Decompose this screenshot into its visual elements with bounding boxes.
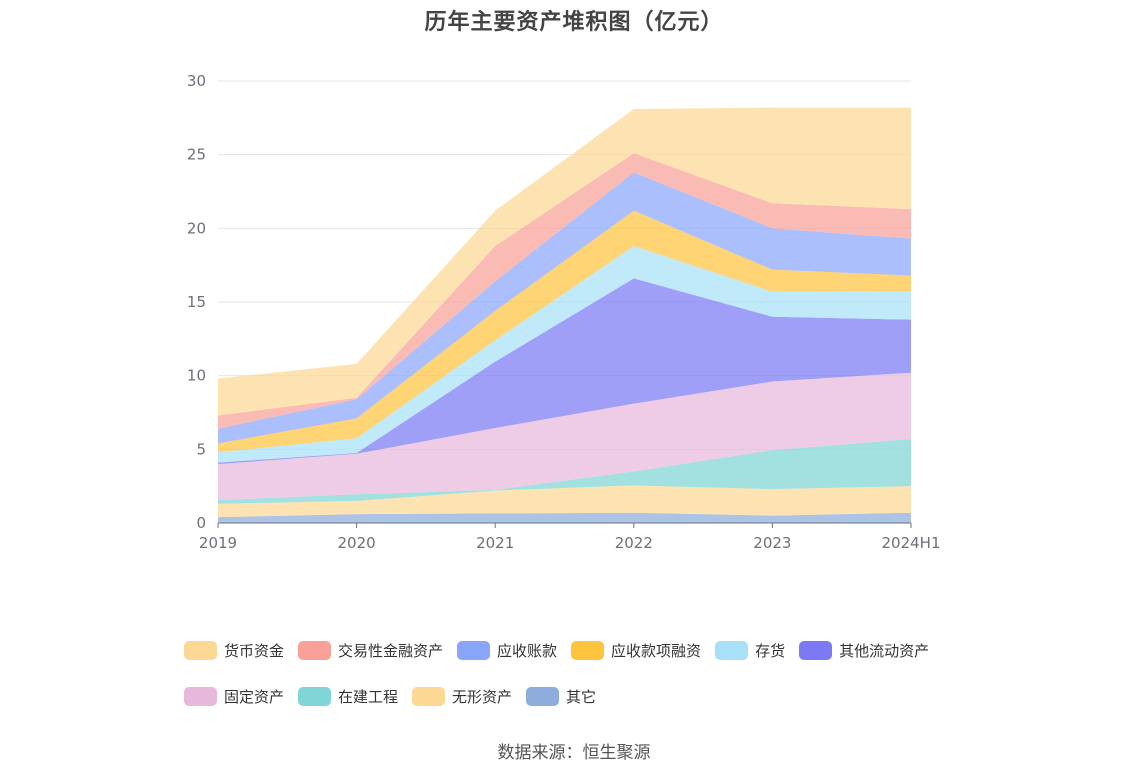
legend-item[interactable]: 应收账款	[457, 640, 557, 660]
y-tick-label: 25	[187, 146, 206, 164]
legend-label: 其它	[566, 687, 597, 706]
legend-label: 在建工程	[338, 687, 399, 706]
y-tick-label: 30	[187, 72, 206, 90]
legend-label: 存货	[755, 641, 786, 660]
legend-swatch	[571, 640, 605, 660]
legend-swatch	[715, 640, 749, 660]
area-series-0	[218, 512, 911, 523]
legend-item[interactable]: 固定资产	[184, 686, 284, 706]
x-tick-label: 2024H1	[882, 534, 941, 552]
y-tick-label: 10	[187, 367, 206, 385]
area-series-3	[218, 372, 911, 501]
y-tick-label: 20	[187, 219, 206, 237]
x-tick-label: 2023	[753, 534, 791, 552]
area-series-6	[218, 210, 911, 453]
area-series-8	[218, 153, 911, 429]
legend-item[interactable]: 其它	[526, 686, 596, 706]
area-series-4	[218, 278, 911, 465]
legend-label: 应收账款	[497, 641, 558, 660]
data-source: 数据来源：恒生聚源	[497, 743, 651, 763]
legend-item[interactable]: 应收款项融资	[571, 640, 701, 660]
legend-item[interactable]: 交易性金融资产	[298, 640, 443, 660]
area-series-7	[218, 172, 911, 444]
legend-swatch	[298, 640, 332, 660]
stacked-area-chart: 0 5 10 15 20 25 30 2019 2020 2021 2022 2023 2024H1	[187, 72, 941, 552]
legend-label: 无形资产	[452, 687, 513, 706]
axes: 0 5 10 15 20 25 30 2019 2020 2021 2022 2023 2024H1	[187, 72, 941, 552]
legend-swatch	[526, 686, 560, 706]
area-series	[218, 107, 911, 523]
legend-item[interactable]: 无形资产	[412, 686, 512, 706]
legend: 货币资金 交易性金融资产 应收账款 应收款项融资 存货 其他流动资产固定资产 在建工程 无形资…	[184, 640, 1004, 706]
legend-label: 其他流动资产	[839, 641, 930, 660]
legend-item[interactable]: 其他流动资产	[799, 640, 929, 660]
legend-label: 应收款项融资	[611, 641, 702, 660]
y-tick-label: 5	[196, 440, 206, 458]
area-series-5	[218, 246, 911, 463]
legend-label: 固定资产	[224, 687, 285, 706]
area-series-2	[218, 439, 911, 504]
legend-swatch	[184, 640, 217, 660]
legend-swatch	[298, 686, 332, 706]
x-tick-label: 2019	[199, 534, 237, 552]
legend-swatch	[457, 640, 491, 660]
area-series-9	[218, 107, 911, 416]
legend-item[interactable]: 存货	[715, 640, 785, 660]
y-tick-label: 15	[187, 293, 206, 311]
legend-item[interactable]: 在建工程	[298, 686, 398, 706]
legend-label: 交易性金融资产	[338, 641, 444, 660]
legend-swatch	[412, 686, 446, 706]
legend-item[interactable]: 货币资金	[184, 640, 284, 660]
x-tick-label: 2021	[476, 534, 514, 552]
legend-swatch	[184, 686, 217, 706]
chart-title: 历年主要资产堆积图（亿元）	[424, 10, 724, 35]
x-tick-label: 2022	[615, 534, 653, 552]
area-series-1	[218, 485, 911, 518]
legend-label: 货币资金	[224, 641, 285, 660]
legend-swatch	[799, 640, 833, 660]
y-tick-label: 0	[196, 514, 206, 532]
x-tick-label: 2020	[338, 534, 376, 552]
